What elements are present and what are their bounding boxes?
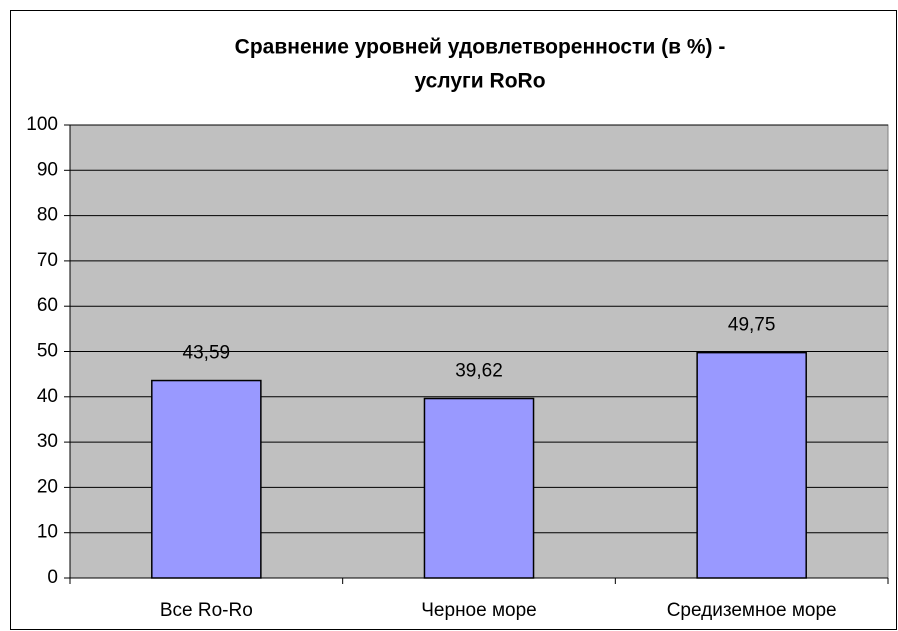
chart-title: Сравнение уровней удовлетворенности (в %… [235, 36, 726, 59]
bar [696, 351, 807, 579]
y-tick-label: 30 [37, 431, 58, 452]
bar [151, 379, 262, 579]
y-tick-label: 20 [37, 476, 58, 497]
chart-title: услуги RoRo [414, 70, 545, 93]
y-tick-label: 50 [37, 341, 58, 362]
y-tick-label: 40 [37, 386, 58, 407]
x-tick-label: Черное море [421, 600, 536, 621]
bar [423, 397, 535, 579]
value-label: 49,75 [728, 315, 776, 336]
value-label: 43,59 [183, 343, 231, 364]
x-tick-label: Средиземное море [667, 600, 837, 621]
y-tick-label: 60 [37, 295, 58, 316]
y-tick-label: 70 [37, 250, 58, 271]
value-label: 39,62 [455, 361, 503, 382]
y-tick-label: 80 [37, 205, 58, 226]
y-tick-label: 0 [47, 567, 58, 588]
x-tick-label: Все Ro-Ro [160, 600, 253, 621]
y-tick-label: 10 [37, 522, 58, 543]
y-tick-label: 90 [37, 159, 58, 180]
y-tick-label: 100 [26, 114, 58, 135]
